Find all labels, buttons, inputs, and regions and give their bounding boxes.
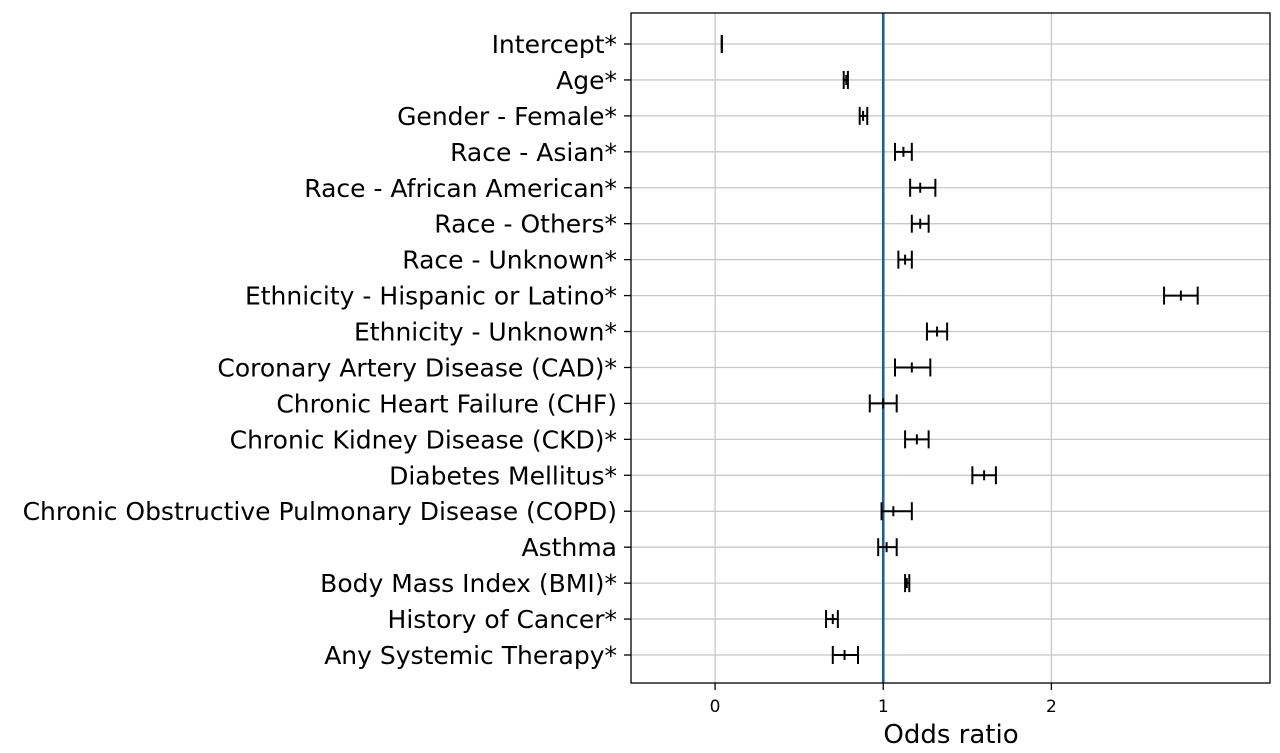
error-bar [825, 610, 839, 629]
error-bar [831, 646, 860, 664]
error-bar [904, 574, 911, 593]
category-label: Coronary Artery Disease (CAD)* [217, 353, 617, 382]
error-bar [868, 394, 898, 413]
error-bar [894, 358, 932, 377]
x-tick-label: 2 [1046, 697, 1057, 717]
category-label: Race - Asian* [450, 138, 617, 167]
category-label: Ethnicity - Hispanic or Latino* [245, 282, 617, 311]
x-tick-label: 0 [710, 697, 721, 717]
grid-layer [631, 13, 1270, 683]
category-label: Intercept* [492, 30, 617, 59]
error-bar [877, 538, 898, 557]
category-label: Race - African American* [304, 174, 617, 203]
x-ticks-layer: 0 1 2 [624, 43, 1057, 717]
error-bar [904, 430, 930, 449]
category-label: Gender - Female* [397, 102, 617, 131]
category-label: Asthma [522, 533, 617, 562]
x-axis-title: Odds ratio [883, 720, 1018, 749]
error-bar [880, 502, 913, 521]
category-label: History of Cancer* [388, 605, 617, 634]
category-label: Diabetes Mellitus* [389, 461, 617, 490]
error-bar [909, 178, 937, 197]
category-label: Race - Unknown* [402, 246, 617, 275]
error-bar [925, 322, 949, 341]
error-bar [971, 466, 997, 485]
error-bar [897, 250, 913, 269]
category-label: Any Systemic Therapy* [324, 641, 617, 670]
category-label: Chronic Obstructive Pulmonary Disease (C… [23, 497, 617, 526]
error-bar [858, 106, 869, 125]
error-bar [1163, 286, 1199, 305]
category-labels-layer: Intercept* Age* Gender - Female* Race - Asi… [23, 30, 617, 670]
category-label: Chronic Heart Failure (CHF) [276, 389, 617, 418]
error-bar [910, 214, 930, 233]
error-bars-layer [720, 35, 1199, 664]
error-bar [894, 142, 913, 161]
category-label: Age* [556, 66, 617, 95]
category-label: Ethnicity - Unknown* [354, 318, 617, 347]
category-label: Body Mass Index (BMI)* [320, 569, 617, 598]
x-tick-label: 1 [878, 697, 889, 717]
category-label: Chronic Kidney Disease (CKD)* [230, 425, 617, 454]
category-label: Race - Others* [434, 210, 617, 239]
plot-frame [630, 12, 1271, 684]
error-bar [842, 70, 849, 89]
